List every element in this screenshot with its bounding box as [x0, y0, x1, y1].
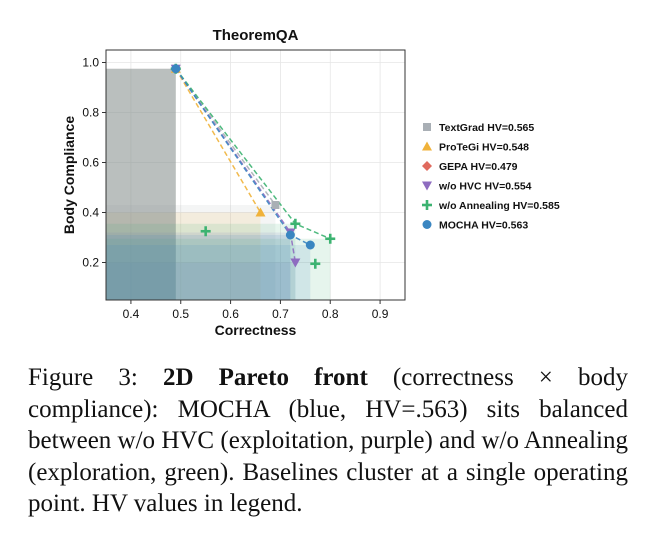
dominated-region [106, 68, 176, 300]
dominated-region [106, 68, 176, 300]
dominated-region [106, 205, 276, 300]
legend-label: MOCHA HV=0.563 [439, 220, 528, 232]
caption-bold: 2D Pareto front [162, 364, 368, 391]
caption-text: (correctness × body compliance): MOCHA (… [28, 364, 629, 517]
legend-marker [422, 141, 432, 151]
plot-frame [105, 49, 406, 301]
legend: TextGrad HV=0.565 ProTeGi HV=0.548 GEPA HV… [422, 122, 560, 232]
data-point [255, 207, 266, 217]
y-tick-label: 1.0 [82, 56, 99, 70]
data-point [200, 226, 211, 237]
data-point [310, 258, 321, 269]
x-tick-label: 0.4 [123, 307, 140, 321]
x-tick-label: 0.7 [272, 307, 289, 321]
legend-marker [422, 220, 432, 229]
pareto-front-line [175, 68, 262, 213]
data-points [170, 63, 336, 269]
grid [106, 50, 405, 300]
legend-label: w/o Annealing HV=0.585 [438, 200, 560, 212]
caption-label: Figure 3: [28, 364, 138, 391]
y-tick-label: 0.8 [82, 106, 99, 120]
data-point [325, 233, 336, 244]
dominated-region [106, 223, 296, 300]
dominated-region [106, 212, 261, 300]
y-tick-label: 0.4 [82, 206, 99, 220]
x-tick-label: 0.8 [322, 307, 339, 321]
data-point [285, 230, 295, 240]
x-tick-label: 0.5 [172, 307, 189, 321]
x-tick-label: 0.6 [222, 307, 239, 321]
dominated-region [106, 68, 176, 300]
legend-marker [423, 123, 431, 131]
dominated-region [106, 262, 296, 300]
legend-label: TextGrad HV=0.565 [439, 122, 534, 134]
dominated-region [106, 68, 176, 300]
data-point [171, 64, 181, 74]
legend-marker [422, 161, 432, 171]
ticks: 0.4 0.5 0.6 0.7 0.8 0.9 0.2 0.4 0.6 0.8 1.0 [82, 56, 388, 322]
chart-title: TheoremQA [213, 27, 299, 44]
data-point [290, 258, 301, 268]
data-point [305, 240, 315, 250]
dominated-region [106, 68, 176, 300]
x-axis-label: Correctness [215, 322, 297, 338]
dominated-region [106, 245, 311, 300]
dominated-region [106, 232, 291, 300]
data-point [271, 201, 280, 209]
legend-label: w/o HVC HV=0.554 [438, 181, 532, 193]
y-tick-label: 0.2 [82, 256, 99, 270]
figure-caption: Figure 3: 2D Pareto front (correctness ×… [28, 362, 628, 520]
dominated-regions [106, 68, 331, 300]
data-point [290, 218, 301, 229]
dominated-region [106, 68, 176, 300]
legend-label: GEPA HV=0.479 [439, 161, 518, 173]
y-tick-label: 0.6 [82, 156, 99, 170]
legend-marker [422, 200, 432, 210]
legend-label: ProTeGi HV=0.548 [439, 142, 529, 154]
figure: 0.4 0.5 0.6 0.7 0.8 0.9 0.2 0.4 0.6 0.8 1.0 Theore… [61, 27, 560, 338]
dominated-region [106, 235, 291, 300]
pareto-chart: 0.4 0.5 0.6 0.7 0.8 0.9 0.2 0.4 0.6 0.8 1.0 Theore… [61, 27, 560, 338]
y-axis-label: Body Compliance [61, 116, 77, 234]
x-tick-label: 0.9 [372, 307, 389, 321]
legend-marker [422, 181, 432, 191]
